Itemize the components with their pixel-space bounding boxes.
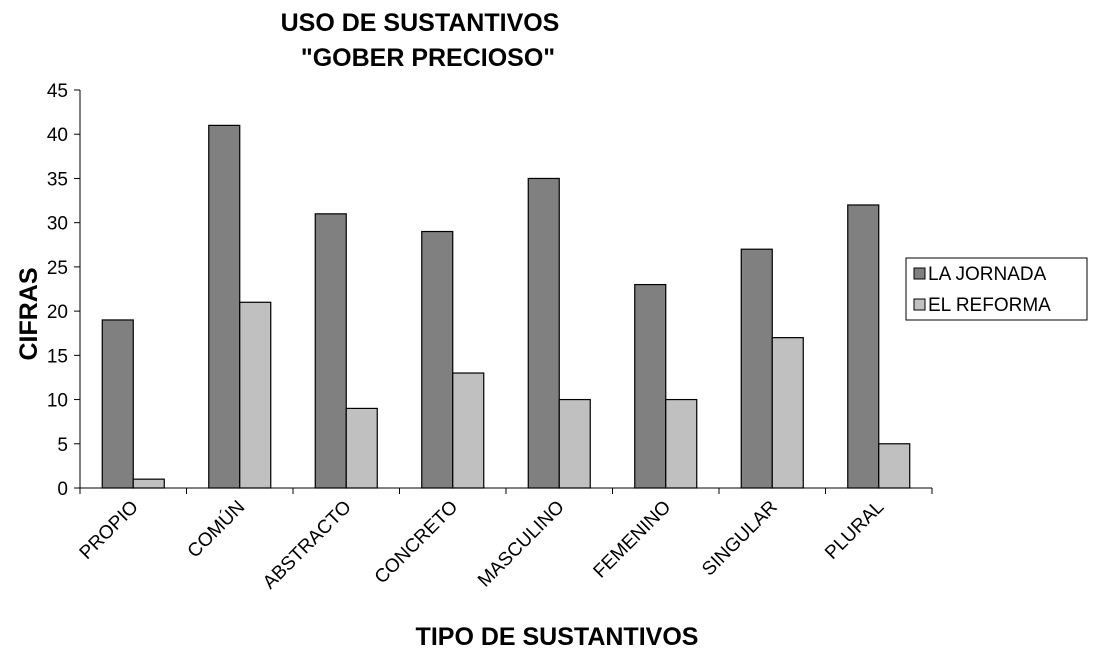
x-axis-title: TIPO DE SUSTANTIVOS	[416, 623, 699, 650]
x-tick-label: SINGULAR	[698, 497, 782, 581]
bar	[345, 407, 378, 489]
x-tick-label: MASCULINO	[474, 497, 569, 592]
bar	[665, 398, 698, 489]
y-tick-label: 45	[47, 81, 68, 102]
bar	[634, 283, 667, 489]
bar	[771, 337, 804, 489]
bar	[452, 372, 485, 489]
chart-title: USO DE SUSTANTIVOS	[281, 9, 560, 37]
legend-label: EL REFORMA	[928, 295, 1051, 316]
y-tick-label: 0	[57, 479, 68, 500]
y-tick-label: 40	[47, 125, 68, 146]
legend-swatch	[913, 267, 926, 280]
bar	[421, 230, 454, 489]
bar	[527, 177, 560, 489]
bar	[314, 213, 347, 489]
bar	[558, 398, 591, 489]
bar	[132, 478, 165, 489]
chart-title: "GOBER PRECIOSO"	[301, 44, 555, 72]
x-tick-label: PLURAL	[821, 497, 888, 564]
bar	[239, 301, 272, 489]
bar	[878, 443, 911, 489]
x-tick-label: PROPIO	[76, 497, 143, 564]
y-tick-label: 35	[47, 169, 68, 190]
y-tick-label: 30	[47, 214, 68, 235]
bar	[740, 248, 773, 489]
x-tick-label: ABSTRACTO	[259, 497, 356, 594]
x-tick-label: COMÚN	[183, 496, 249, 562]
y-tick-label: 25	[47, 258, 68, 279]
y-tick-label: 15	[47, 346, 68, 367]
y-axis-title: CIFRAS	[15, 267, 43, 360]
x-tick-label: CONCRETO	[371, 497, 462, 588]
legend-swatch	[913, 298, 926, 311]
bar	[101, 319, 134, 489]
y-tick-label: 10	[47, 391, 68, 412]
bar	[847, 204, 880, 489]
y-tick-label: 5	[57, 435, 68, 456]
x-tick-label: FEMENINO	[590, 497, 676, 583]
legend	[905, 257, 1088, 321]
bar	[208, 124, 241, 489]
legend-label: LA JORNADA	[928, 264, 1047, 285]
y-tick-label: 20	[47, 302, 68, 323]
